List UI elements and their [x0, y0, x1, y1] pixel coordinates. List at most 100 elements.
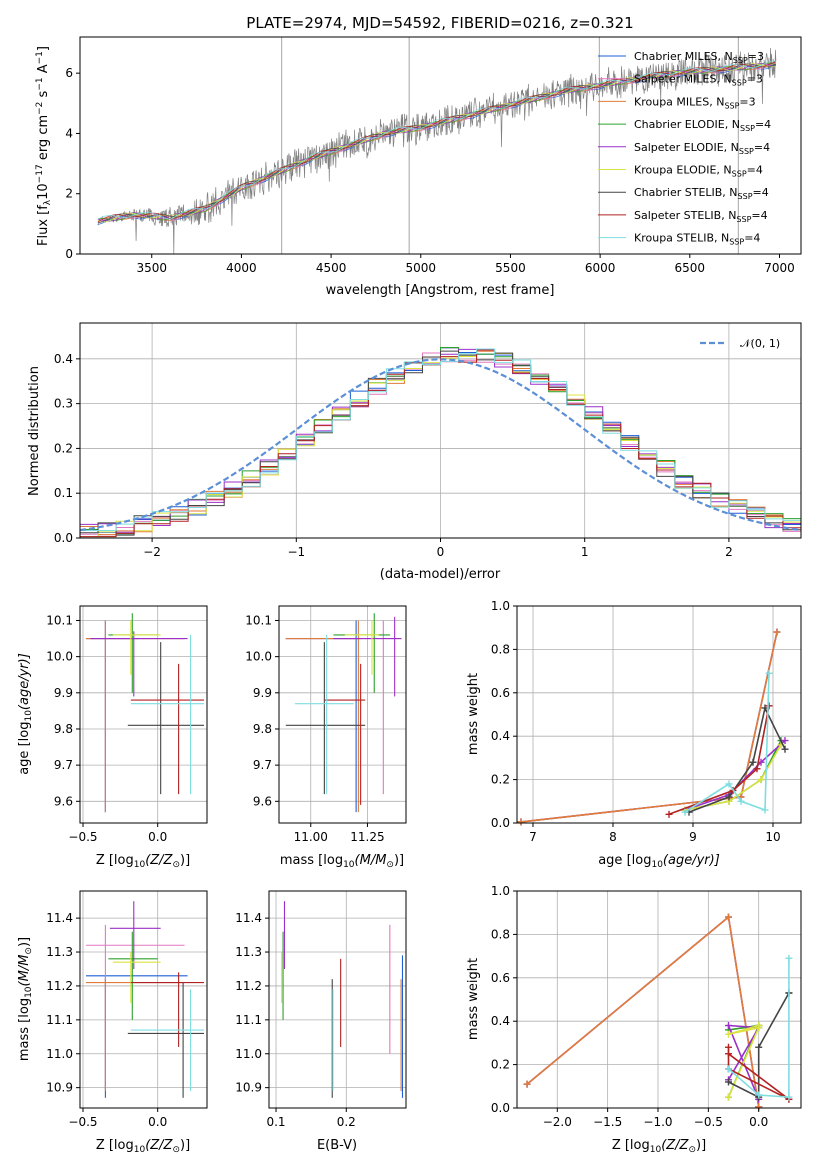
x-tick-label: 2: [725, 545, 733, 559]
spectrum-axes: 3500 4000 4500 5000 5500 6000 6500 7000 0 2 4 6: [65, 66, 794, 275]
weight-series: [517, 628, 789, 826]
weight-marker: [665, 810, 673, 818]
legend-label: Chabrier MILES, NSSP=3: [634, 50, 764, 65]
weight-vs-z-axes: −2.0 −1.5 −1.0 −0.5 0.0 0.0 0.2 0.4 0.6 0.8 1.0: [491, 884, 768, 1129]
x-tick-label: 0.1: [266, 1115, 285, 1129]
spectrum-ylabel: Flux [fλ10−17 erg cm−2 s−1 A−1]: [35, 46, 53, 246]
age-vs-z-frame: [79, 605, 208, 824]
weight-series-line: [684, 673, 770, 813]
age-vs-mass-panel: 11.00 11.25 9.6 9.7 9.8 9.9 10.0 10.1 mass [log…: [245, 605, 407, 870]
y-tick-label: 10.0: [46, 650, 73, 664]
y-tick-label: 10.0: [245, 650, 272, 664]
y-tick-label: 11.4: [46, 911, 73, 925]
weight-marker: [757, 776, 765, 784]
weight-marker: [755, 1043, 763, 1051]
x-tick-label: −0.5: [68, 1115, 97, 1129]
y-tick-label: 0.4: [491, 1014, 510, 1028]
legend-label: Salpeter ELODIE, NSSP=4: [634, 141, 770, 156]
weight-marker: [724, 1050, 732, 1058]
legend-label: Chabrier ELODIE, NSSP=4: [634, 118, 771, 133]
residual-ylabel: Normed distribution: [27, 366, 42, 496]
spectrum-frame: [79, 36, 802, 255]
y-tick-label: 11.1: [46, 1013, 73, 1027]
y-tick-label: 10.1: [245, 613, 272, 627]
y-tick-label: 11.3: [235, 945, 262, 959]
weight-series-line: [520, 631, 778, 823]
y-tick-label: 0.0: [491, 1101, 510, 1115]
residual-axes: −2 −1 0 1 2 0.0 0.1 0.2 0.3 0.4: [54, 352, 733, 559]
legend-label: Salpeter MILES, NSSP=3: [634, 73, 763, 88]
weight-marker: [724, 1078, 732, 1086]
weight-marker: [737, 797, 745, 805]
y-tick-label: 1.0: [491, 599, 510, 613]
spectrum-data-line: [97, 47, 777, 254]
mass-vs-ebv-axes: 0.1 0.2 10.9 11.0 11.1 11.2 11.3 11.4: [235, 911, 356, 1129]
model-spectrum-line: [97, 60, 776, 220]
y-tick-label: 0.3: [54, 397, 73, 411]
y-tick-label: 2: [65, 187, 73, 201]
spectrum-panel: 3500 4000 4500 5000 5500 6000 6500 7000 0 2 4 6 Cha…: [35, 36, 802, 298]
x-tick-label: 0.0: [749, 1115, 768, 1129]
weight-marker: [785, 1093, 793, 1101]
age-vs-mass-axes: 11.00 11.25 9.6 9.7 9.8 9.9 10.0 10.1: [245, 613, 384, 844]
y-tick-label: 0.6: [491, 686, 510, 700]
errorbar-points: [85, 613, 205, 813]
x-tick-label: 0.0: [148, 830, 167, 844]
age-vs-z-axes: −0.5 0.0 9.6 9.7 9.8 9.9 10.0 10.1: [46, 613, 167, 844]
y-tick-label: 0.6: [491, 971, 510, 985]
spectrum-plot-area: [97, 37, 777, 254]
weight-vs-age-frame: [516, 605, 802, 824]
mass-vs-z-plot-area: [80, 891, 207, 1108]
x-tick-label: 5000: [405, 261, 436, 275]
age-vs-mass-frame: [278, 605, 407, 824]
weight-vs-age-ylabel: mass weight: [466, 673, 481, 755]
age-vs-z-panel: −0.5 0.0 9.6 9.7 9.8 9.9 10.0 10.1 Z [log10(Z/Z…: [17, 605, 208, 870]
y-tick-label: 0.2: [54, 441, 73, 455]
weight-marker: [681, 808, 689, 816]
mass-vs-z-frame: [79, 890, 208, 1109]
figure-title: PLATE=2974, MJD=54592, FIBERID=0216, z=0…: [246, 14, 633, 32]
x-tick-label: 10: [765, 830, 780, 844]
weight-marker: [724, 1065, 732, 1073]
weight-vs-age-axes: 7 8 9 10 0.0 0.2 0.4 0.6 0.8 1.0: [491, 599, 781, 844]
y-tick-label: 11.4: [235, 911, 262, 925]
weight-vs-age-plot-area: [517, 605, 801, 826]
x-tick-label: −0.5: [68, 830, 97, 844]
x-tick-label: 4000: [226, 261, 257, 275]
weight-marker: [517, 818, 525, 826]
x-tick-label: 6500: [675, 261, 706, 275]
y-tick-label: 9.8: [54, 722, 73, 736]
x-tick-label: 0: [437, 545, 445, 559]
x-tick-label: −2: [143, 545, 161, 559]
weight-series: [523, 913, 793, 1111]
weight-marker: [765, 669, 773, 677]
y-tick-label: 10.9: [46, 1081, 73, 1095]
weight-vs-z-panel: −2.0 −1.5 −1.0 −0.5 0.0 0.0 0.2 0.4 0.6 0.8 1.0 Z …: [466, 884, 802, 1155]
y-tick-label: 6: [65, 66, 73, 80]
errorbar-points: [285, 613, 402, 813]
weight-marker: [724, 1043, 732, 1051]
weight-vs-age-panel: 7 8 9 10 0.0 0.2 0.4 0.6 0.8 1.0 age [log10(age/y…: [466, 599, 802, 870]
gaussian-curve: [80, 358, 801, 532]
weight-series-line: [727, 1024, 761, 1098]
y-tick-label: 0.2: [491, 773, 510, 787]
legend-label: Salpeter STELIB, NSSP=4: [634, 209, 768, 224]
x-tick-label: 7000: [764, 261, 795, 275]
age-vs-z-plot-area: [80, 606, 207, 823]
age-vs-z-xlabel: Z [log10(Z/Z⊙)]: [96, 853, 190, 870]
y-tick-label: 0.4: [54, 352, 73, 366]
y-tick-label: 0.0: [54, 531, 73, 545]
age-vs-z-ylabel: age [log10(age/yr)]: [17, 653, 34, 775]
mass-vs-ebv-xlabel: E(B-V): [317, 1138, 357, 1153]
weight-marker: [781, 737, 789, 745]
weight-marker: [724, 1030, 732, 1038]
y-tick-label: 11.3: [46, 945, 73, 959]
y-tick-label: 0.0: [491, 816, 510, 830]
x-tick-label: −0.5: [694, 1115, 723, 1129]
x-tick-label: −2.0: [543, 1115, 572, 1129]
x-tick-label: −1.5: [593, 1115, 622, 1129]
residual-legend: 𝒩(0, 1): [700, 337, 780, 350]
mass-vs-z-ylabel: mass [log10(M/M⊙)]: [17, 937, 34, 1061]
weight-marker: [755, 1091, 763, 1099]
